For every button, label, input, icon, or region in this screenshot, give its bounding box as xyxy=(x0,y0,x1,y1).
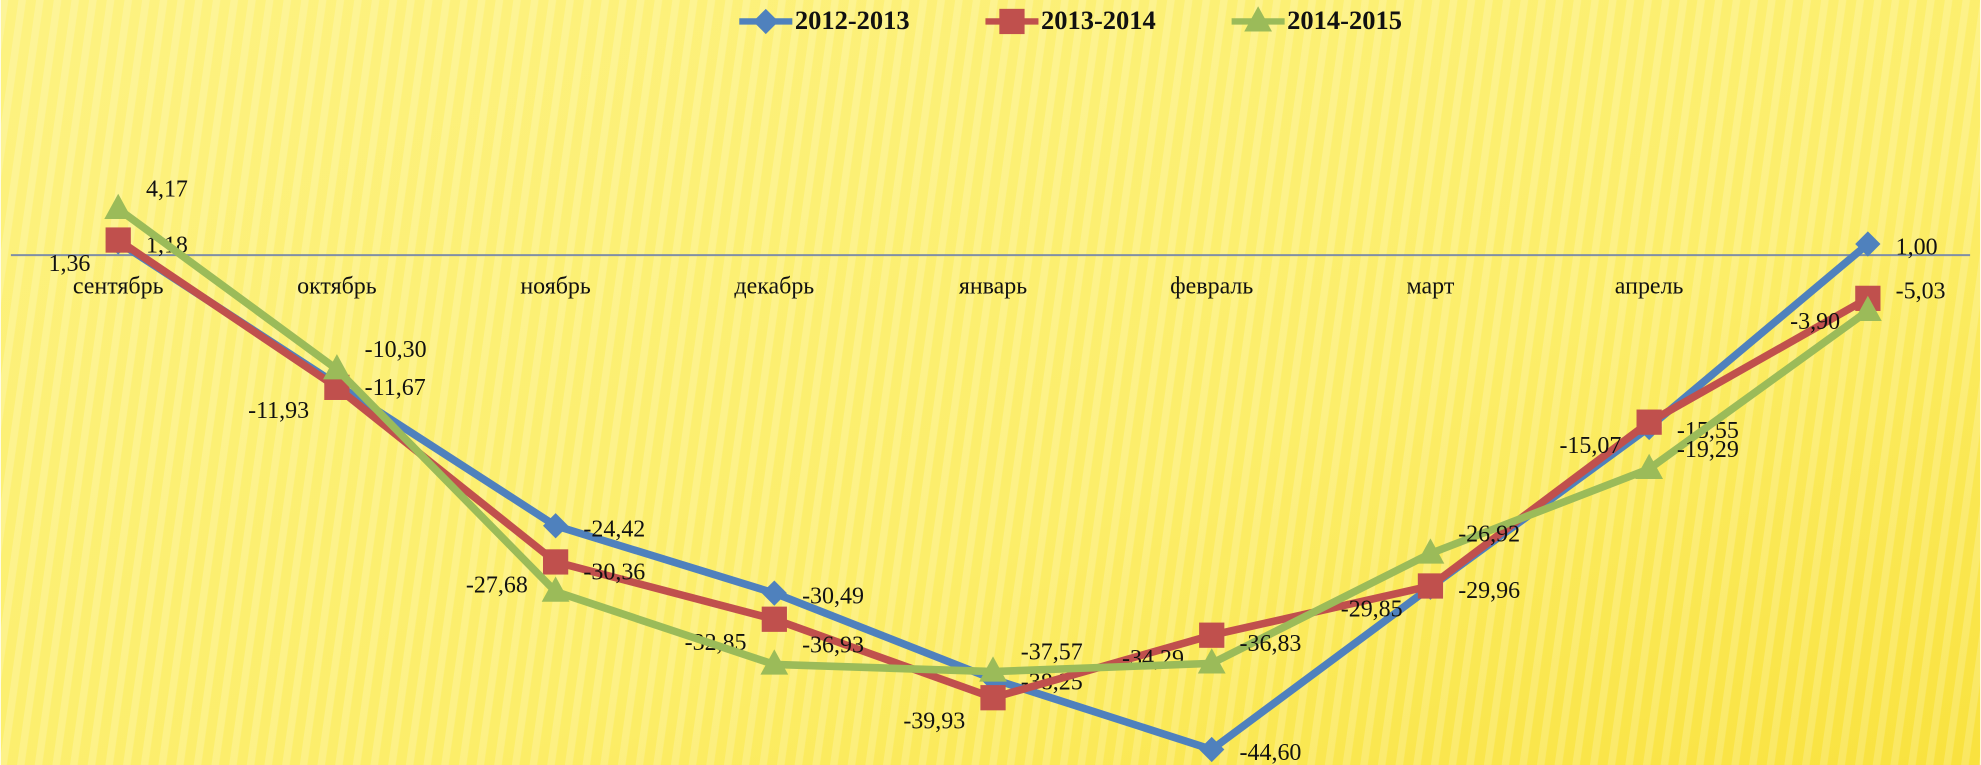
data-label: -10,30 xyxy=(365,337,427,363)
marker xyxy=(323,354,351,380)
data-label: -26,92 xyxy=(1458,521,1520,547)
marker xyxy=(1636,409,1662,435)
x-tick-label: январь xyxy=(959,273,1027,299)
data-label: -30,49 xyxy=(802,584,864,610)
marker xyxy=(1416,538,1445,564)
data-label: -29,96 xyxy=(1458,578,1520,604)
data-label: -11,67 xyxy=(365,375,426,401)
legend-label: 2013-2014 xyxy=(1041,5,1156,35)
legend-label: 2014-2015 xyxy=(1287,5,1402,35)
marker xyxy=(542,513,569,539)
marker xyxy=(542,549,569,575)
marker xyxy=(1199,736,1225,763)
data-label: -30,36 xyxy=(583,559,645,585)
data-label: -36,93 xyxy=(802,632,864,658)
marker xyxy=(761,580,787,606)
data-label: -29,85 xyxy=(1341,597,1403,623)
marker xyxy=(105,227,131,253)
legend-marker xyxy=(1244,6,1273,32)
data-label: -27,68 xyxy=(466,573,528,599)
marker xyxy=(1417,573,1444,599)
x-tick-label: апрель xyxy=(1615,273,1684,299)
x-tick-label: декабрь xyxy=(734,273,814,299)
data-label: -36,83 xyxy=(1240,631,1302,657)
data-label: -15,07 xyxy=(1559,433,1621,459)
x-tick-label: октябрь xyxy=(297,273,377,299)
x-tick-label: март xyxy=(1407,273,1455,299)
x-tick-label: ноябрь xyxy=(520,273,591,299)
marker xyxy=(1197,648,1226,674)
legend-marker xyxy=(753,8,779,35)
data-label: 1,00 xyxy=(1896,235,1938,261)
data-label: -3,90 xyxy=(1790,309,1840,335)
marker xyxy=(979,656,1007,682)
data-label: -37,57 xyxy=(1021,639,1083,665)
data-label: -44,60 xyxy=(1240,740,1302,765)
data-label: 4,17 xyxy=(146,177,188,203)
marker xyxy=(760,649,789,675)
data-label: -24,42 xyxy=(583,516,645,542)
marker xyxy=(1635,453,1664,480)
marker xyxy=(1853,295,1882,321)
data-label: -11,93 xyxy=(248,398,309,424)
marker xyxy=(761,606,787,632)
legend-label: 2012-2013 xyxy=(795,5,910,35)
marker xyxy=(541,576,570,602)
marker xyxy=(1855,231,1881,257)
data-label: -5,03 xyxy=(1896,279,1946,305)
marker xyxy=(1199,622,1225,648)
data-label: -19,29 xyxy=(1677,437,1739,463)
data-label: 1,36 xyxy=(48,251,90,277)
data-label: -39,93 xyxy=(903,708,965,734)
x-tick-label: сентябрь xyxy=(73,273,164,299)
legend-marker xyxy=(999,8,1025,35)
x-tick-label: февраль xyxy=(1170,273,1253,299)
marker xyxy=(980,685,1006,711)
marker xyxy=(104,193,133,220)
